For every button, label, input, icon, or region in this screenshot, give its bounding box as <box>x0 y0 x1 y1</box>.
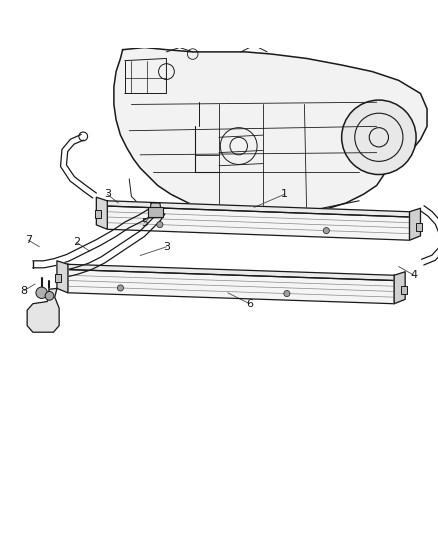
Polygon shape <box>96 197 107 229</box>
Bar <box>148 207 163 217</box>
Bar <box>95 211 101 219</box>
Polygon shape <box>394 272 405 304</box>
Text: 2: 2 <box>73 237 80 247</box>
Circle shape <box>117 285 124 291</box>
Polygon shape <box>150 203 161 212</box>
Text: 3: 3 <box>163 242 170 252</box>
Polygon shape <box>68 270 394 304</box>
Text: 8: 8 <box>21 286 28 296</box>
Circle shape <box>36 287 47 298</box>
Polygon shape <box>107 206 410 240</box>
Circle shape <box>157 222 163 228</box>
Text: 1: 1 <box>281 189 288 199</box>
Bar <box>401 286 407 294</box>
Polygon shape <box>107 201 410 217</box>
Polygon shape <box>68 264 394 280</box>
Text: 3: 3 <box>104 189 111 199</box>
Polygon shape <box>27 288 59 332</box>
Text: 7: 7 <box>25 235 32 245</box>
Circle shape <box>45 292 54 300</box>
Circle shape <box>284 290 290 297</box>
Polygon shape <box>410 208 420 240</box>
Bar <box>416 223 422 231</box>
Text: 5: 5 <box>141 217 148 228</box>
Text: 4: 4 <box>410 270 417 280</box>
Bar <box>55 274 61 282</box>
Polygon shape <box>57 261 68 293</box>
Text: 6: 6 <box>246 298 253 309</box>
Circle shape <box>342 100 416 174</box>
Circle shape <box>323 228 329 233</box>
Polygon shape <box>114 47 427 216</box>
